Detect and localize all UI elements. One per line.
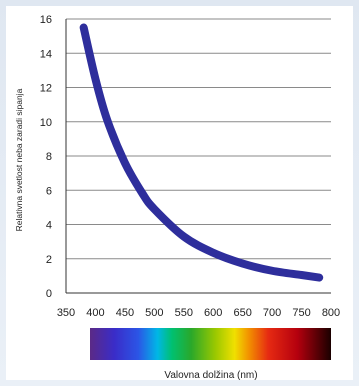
x-tick-label-600: 600 bbox=[204, 307, 222, 319]
series-layer bbox=[79, 23, 324, 282]
x-tick-label-450: 450 bbox=[116, 307, 134, 319]
y-tick-label-16: 16 bbox=[40, 14, 52, 26]
x-tick-label-700: 700 bbox=[263, 307, 281, 319]
x-tick-label-800: 800 bbox=[322, 307, 340, 319]
y-tick-label-10: 10 bbox=[40, 117, 52, 129]
spectrum-bar bbox=[90, 328, 331, 360]
y-tick-label-8: 8 bbox=[46, 151, 52, 163]
x-tick-labels: 350 400 450 500 550 600 650 700 750 800 bbox=[57, 307, 340, 319]
x-tick-label-400: 400 bbox=[86, 307, 104, 319]
x-tick-label-500: 500 bbox=[145, 307, 163, 319]
chart-panel bbox=[6, 6, 353, 380]
y-tick-labels: 0 2 4 6 8 10 12 14 16 bbox=[40, 14, 52, 300]
y-tick-label-6: 6 bbox=[46, 185, 52, 197]
y-tick-label-12: 12 bbox=[40, 83, 52, 95]
x-tick-label-550: 550 bbox=[175, 307, 193, 319]
grid-lines bbox=[66, 18, 331, 260]
y-axis-label: Relativna svetlost neba zaradi sipanja bbox=[14, 88, 24, 231]
y-tick-label-2: 2 bbox=[46, 254, 52, 266]
x-tick-label-350: 350 bbox=[57, 307, 75, 319]
y-tick-label-4: 4 bbox=[46, 220, 52, 232]
y-tick-label-0: 0 bbox=[46, 288, 52, 300]
axes bbox=[65, 19, 331, 294]
x-axis-label: Valovna dolžina (nm) bbox=[164, 370, 257, 381]
x-tick-label-750: 750 bbox=[292, 307, 310, 319]
series-line-0 bbox=[79, 23, 324, 282]
x-tick-label-650: 650 bbox=[233, 307, 251, 319]
y-tick-label-14: 14 bbox=[40, 48, 52, 60]
